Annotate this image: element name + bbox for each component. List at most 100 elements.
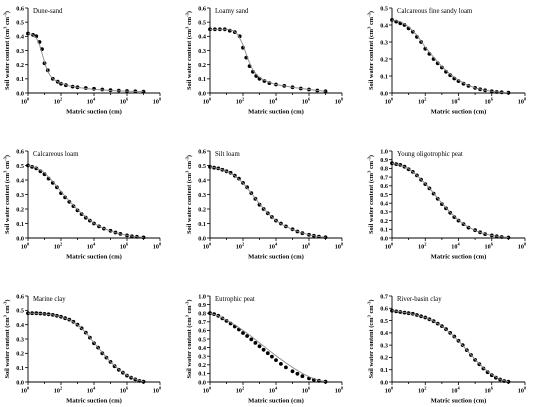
y-tick-label: 0.1	[16, 221, 24, 228]
x-tick-exponent: 4	[93, 242, 96, 247]
x-tick-label: 100	[385, 386, 394, 395]
y-axis-title-sup: -3	[367, 301, 372, 305]
y-axis-title-sup: 3	[367, 26, 372, 29]
y-tick-label: 0.4	[380, 201, 388, 208]
y-axis-title-end: )	[186, 155, 193, 157]
y-tick-label: 0.8	[380, 166, 388, 173]
x-tick-exponent: 8	[159, 97, 162, 102]
x-tick-label: 108	[153, 242, 162, 251]
y-tick-label: 0.0	[198, 379, 206, 386]
y-tick-label: 0.2	[16, 351, 24, 358]
x-tick-label: 106	[302, 386, 311, 395]
x-tick-base: 10	[518, 388, 524, 395]
x-tick-base: 10	[485, 244, 491, 251]
panel-title: Loamy sand	[215, 8, 249, 15]
fitted-curve	[391, 162, 509, 238]
x-tick-base: 10	[485, 99, 491, 106]
y-tick-label: 0.6	[16, 293, 24, 300]
data-point	[270, 354, 274, 359]
x-tick-base: 10	[418, 244, 424, 251]
x-tick-exponent: 0	[27, 97, 30, 102]
panel-title: Calcareous fine sandy loam	[397, 8, 473, 15]
y-tick-label: 0.6	[198, 148, 206, 155]
x-tick-base: 10	[21, 99, 27, 106]
x-tick-label: 102	[236, 386, 244, 395]
x-tick-label: 104	[269, 97, 278, 106]
x-tick-exponent: 4	[275, 386, 278, 391]
x-tick-label: 102	[54, 386, 62, 395]
y-tick-label: 0.4	[198, 345, 206, 352]
x-axis-title: Matric suction (cm)	[431, 254, 487, 261]
x-tick-exponent: 6	[308, 242, 311, 247]
y-axis-title-end: )	[4, 299, 11, 301]
y-axis-title-mid: cm	[368, 160, 375, 170]
y-tick-label: 0.5	[16, 19, 24, 26]
y-tick-label: 0.2	[16, 62, 24, 69]
y-tick-label: 0.6	[198, 5, 206, 12]
y-tick-label: 0.1	[198, 221, 206, 228]
y-axis-title-sup: -3	[3, 301, 8, 305]
x-axis-title: Matric suction (cm)	[66, 109, 122, 116]
x-tick-label: 100	[21, 242, 30, 251]
y-tick-label: 0.3	[380, 39, 388, 46]
y-tick-label: 0.2	[380, 355, 388, 362]
y-tick-label: 0.4	[16, 34, 24, 41]
y-axis-title-end: )	[186, 11, 193, 13]
y-axis-title-mid: cm	[4, 160, 11, 170]
y-tick-label: 0.7	[380, 293, 388, 300]
x-tick-exponent: 2	[242, 242, 244, 247]
x-tick-exponent: 0	[391, 97, 394, 102]
y-tick-label: 0.1	[380, 73, 388, 80]
y-axis-title-end: )	[368, 299, 375, 301]
x-tick-label: 104	[87, 386, 96, 395]
x-tick-base: 10	[120, 99, 126, 106]
panel-title: Dune-sand	[33, 8, 63, 15]
x-tick-label: 108	[153, 97, 162, 106]
x-tick-base: 10	[203, 244, 209, 251]
y-tick-label: 0.5	[198, 163, 206, 170]
x-tick-label: 104	[87, 242, 96, 251]
x-tick-base: 10	[335, 99, 341, 106]
x-tick-exponent: 8	[341, 97, 344, 102]
x-tick-label: 108	[335, 386, 344, 395]
fitted-curve	[210, 28, 326, 92]
x-tick-label: 100	[21, 386, 30, 395]
y-axis-title-mid: cm	[186, 160, 193, 170]
x-tick-label: 108	[153, 386, 162, 395]
x-tick-label: 100	[203, 97, 212, 106]
y-axis-title-end: )	[4, 11, 11, 13]
y-axis-title-end: )	[368, 11, 375, 13]
fitted-curve	[209, 166, 326, 238]
y-tick-label: 0.4	[198, 177, 206, 184]
y-axis-title: Soil water content (cm3 cm-3)	[185, 299, 194, 378]
x-tick-base: 10	[153, 388, 159, 395]
y-axis-title-mid: cm	[186, 305, 193, 315]
y-tick-label: 0.9	[198, 302, 206, 309]
data-point	[79, 212, 84, 217]
x-tick-exponent: 8	[159, 242, 162, 247]
x-tick-base: 10	[302, 244, 308, 251]
x-tick-exponent: 8	[524, 242, 527, 247]
x-tick-base: 10	[87, 388, 93, 395]
data-point	[274, 358, 278, 362]
y-axis-title-sup: 3	[185, 314, 190, 317]
y-tick-label: 0.6	[380, 183, 388, 190]
x-tick-base: 10	[385, 99, 391, 106]
y-tick-label: 0.7	[380, 174, 388, 181]
x-tick-label: 104	[451, 242, 460, 251]
y-tick-label: 0.6	[198, 328, 206, 335]
data-point	[440, 202, 444, 207]
data-point	[249, 337, 254, 342]
y-axis-title-text: Soil water content (cm	[4, 28, 11, 90]
y-axis-title-text: Soil water content (cm	[4, 317, 11, 379]
x-tick-exponent: 4	[457, 242, 460, 247]
x-tick-exponent: 2	[424, 97, 426, 102]
x-tick-label: 102	[418, 242, 426, 251]
x-tick-base: 10	[451, 244, 457, 251]
y-axis-title-sup: 3	[3, 314, 8, 317]
x-tick-exponent: 6	[491, 242, 494, 247]
x-tick-exponent: 2	[424, 386, 426, 391]
x-tick-exponent: 2	[60, 242, 62, 247]
x-tick-exponent: 0	[27, 386, 30, 391]
